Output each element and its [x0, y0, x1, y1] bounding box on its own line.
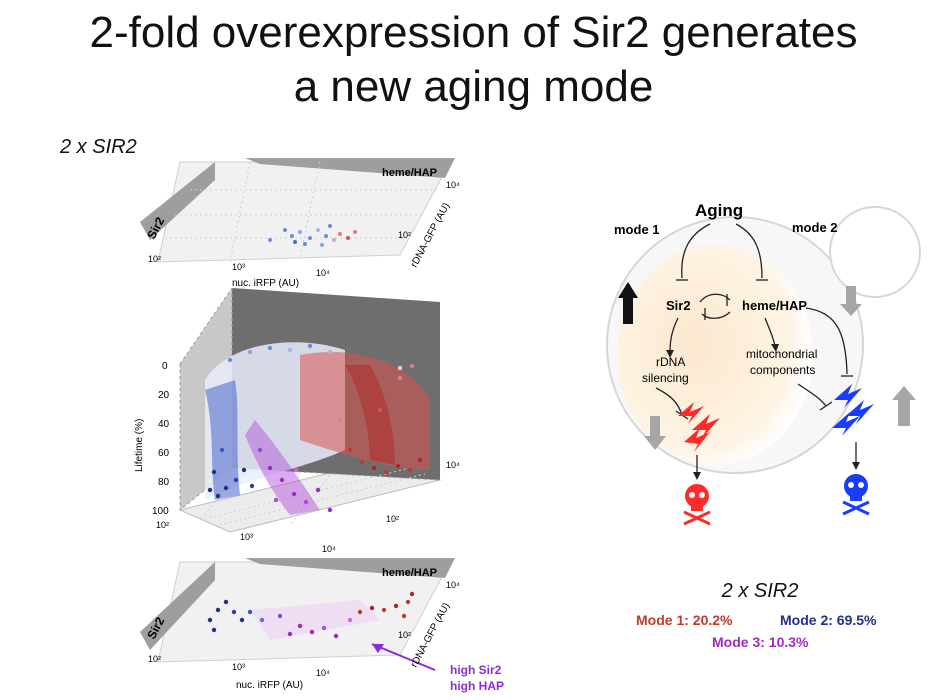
rdna-label-line1: rDNA	[656, 355, 685, 369]
title-line-2: a new aging mode	[293, 62, 654, 111]
aging-to-heme-edge	[735, 223, 763, 279]
mode2-label: mode 2	[792, 220, 838, 235]
heme-wedge-bottom	[245, 558, 455, 578]
arrowheads	[666, 344, 860, 480]
main-z-tick-100: 100	[152, 506, 169, 517]
annotation-arrow-head	[372, 644, 384, 653]
title-line-1: 2-fold overexpression of Sir2 generates	[89, 8, 858, 57]
mode2-damage-icon	[832, 384, 874, 436]
bottom-heme-label: heme/HAP	[382, 567, 437, 579]
rdna-label-line2: silencing	[642, 371, 689, 385]
bottom-plot: Sir2 heme/HAP 10² 10³ 10⁴ 10² 10⁴ nuc. i…	[140, 558, 504, 693]
mode1-stat: Mode 1: 20.2%	[636, 612, 733, 628]
main-x-tick-1: 10²	[156, 520, 169, 530]
bottom-x-label: nuc. iRFP (AU)	[236, 680, 303, 691]
bottom-x-tick-3: 10⁴	[316, 668, 330, 678]
aging-mode-diagram: Aging mode 1 mode 2 Sir2 heme/HAP rDNA s…	[606, 201, 921, 526]
main-z-tick-0: 0	[162, 361, 168, 372]
bottom-plot-points	[207, 591, 415, 639]
mode1-cloud	[300, 352, 430, 470]
mode1-skull-icon	[683, 484, 711, 526]
aging-label: Aging	[695, 201, 743, 220]
bottom-y-tick-2: 10⁴	[446, 580, 460, 590]
main-x-tick-2: 10³	[240, 532, 253, 542]
vacuole	[617, 245, 813, 465]
top-x-label: nuc. iRFP (AU)	[232, 278, 299, 289]
sir2-heme-edge-2	[701, 311, 731, 319]
mode2-heme-up-arrow	[892, 386, 916, 426]
top-y-tick-2: 10⁴	[446, 180, 460, 190]
main-y-tick-2: 10⁴	[446, 460, 460, 470]
right-condition-label: 2 x SIR2	[721, 580, 799, 602]
main-plot-points	[207, 343, 423, 513]
top-plot-points	[268, 224, 357, 247]
mode1-label: mode 1	[614, 222, 660, 237]
bottom-x-tick-1: 10²	[148, 654, 161, 664]
heme-node: heme/HAP	[742, 298, 807, 313]
mito-label-line2: components	[750, 363, 815, 377]
mito-label-line1: mitochondrial	[746, 347, 817, 361]
mode1-sir2-up-arrow	[618, 282, 638, 324]
aging-to-sir2-edge	[681, 223, 711, 279]
top-y-tick-1: 10²	[398, 230, 411, 240]
top-x-tick-2: 10³	[232, 262, 245, 272]
mode1-damage-icon	[678, 402, 720, 452]
heme-to-mode2-edge	[805, 307, 848, 375]
main-z-label: Lifetime (%)	[134, 419, 145, 472]
top-x-tick-3: 10⁴	[316, 268, 330, 278]
slide-title: 2-fold overexpression of Sir2 generates …	[0, 6, 947, 114]
sir2-wedge-bottom	[140, 562, 215, 650]
sir2-to-rdna-edge	[669, 317, 679, 353]
mode1-core	[345, 365, 395, 465]
daughter-cell	[829, 206, 921, 298]
rdna-to-mode1-edge	[655, 387, 683, 416]
mito-to-mode2-edge	[797, 383, 827, 407]
annotation-line-1: high Sir2	[450, 663, 502, 677]
mode2-stat: Mode 2: 69.5%	[780, 612, 877, 628]
sir2-heme-edge-1	[699, 293, 731, 303]
left-figure: Sir2 heme/HAP 10² 10³ 10⁴ 10² 10⁴ nuc. i…	[134, 158, 504, 693]
main-z-tick-40: 40	[158, 419, 170, 430]
main-y-tick-1: 10²	[386, 514, 399, 524]
sir2-wedge-top	[140, 162, 215, 240]
mode3-cloud	[245, 420, 320, 515]
annotation-arrow-line	[371, 643, 436, 671]
top-x-tick-1: 10²	[148, 254, 161, 264]
high-sir2-hap-region	[250, 600, 380, 640]
bottom-x-tick-2: 10³	[232, 662, 245, 672]
top-heme-label: heme/HAP	[382, 167, 437, 179]
bottom-y-tick-1: 10²	[398, 630, 411, 640]
mode3-stat: Mode 3: 10.3%	[712, 634, 809, 650]
main-z-tick-20: 20	[158, 390, 170, 401]
mode2-sir2-down-arrow	[644, 416, 666, 450]
mode2-skull-icon	[842, 474, 870, 516]
top-plot: Sir2 heme/HAP 10² 10³ 10⁴ 10² 10⁴ nuc. i…	[140, 158, 460, 289]
main-x-tick-3: 10⁴	[322, 544, 336, 554]
main-plot: Lifetime (%) 0 20 40 60 80 100 10² 10³ 1…	[134, 287, 460, 554]
main-z-tick-80: 80	[158, 477, 170, 488]
annotation-line-2: high HAP	[450, 679, 504, 693]
main-z-tick-60: 60	[158, 448, 170, 459]
heme-wedge-top	[245, 158, 455, 178]
mode1-heme-down-arrow	[840, 286, 862, 316]
sir2-node: Sir2	[666, 298, 691, 313]
left-condition-label: 2 x SIR2	[60, 136, 137, 158]
